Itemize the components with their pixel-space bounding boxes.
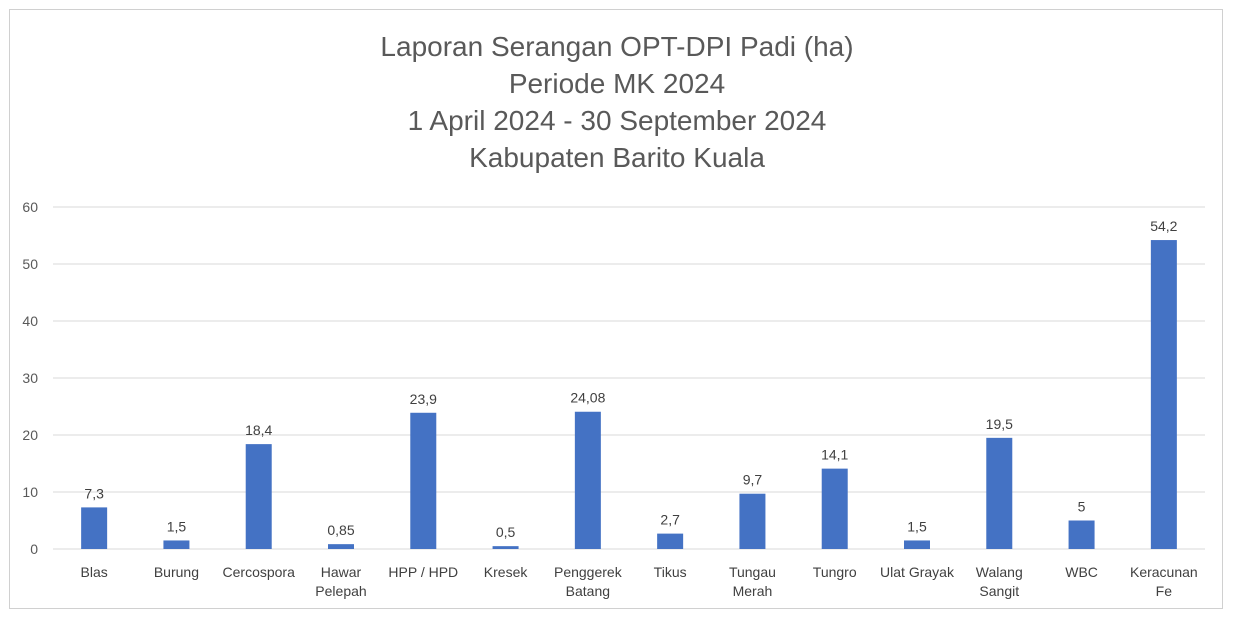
bar: [657, 533, 684, 549]
x-category-label: Tungro: [813, 564, 857, 580]
bar: [81, 507, 108, 549]
x-category-label: WBC: [1065, 564, 1098, 580]
bar: [245, 444, 272, 549]
data-label: 1,5: [907, 518, 927, 534]
data-label: 5: [1078, 499, 1086, 515]
bar: [574, 411, 601, 549]
y-tick-label: 20: [22, 427, 38, 443]
y-tick-label: 40: [22, 313, 38, 329]
chart-area: [9, 9, 1223, 609]
data-label: 19,5: [986, 416, 1013, 432]
chart-title-line-1: Laporan Serangan OPT-DPI Padi (ha): [380, 31, 854, 62]
bar: [821, 468, 848, 549]
data-label: 0,5: [496, 524, 516, 540]
x-category-label: Tungau Merah: [729, 564, 776, 599]
bar: [410, 412, 437, 549]
data-label: 23,9: [410, 391, 437, 407]
bar: [328, 544, 354, 549]
x-category-label: Blas: [81, 564, 108, 580]
data-label: 14,1: [821, 447, 848, 463]
x-category-label: Kresek: [484, 564, 529, 580]
data-label: 1,5: [167, 518, 187, 534]
x-category-label: Cercospora: [223, 564, 296, 580]
chart-title-line-3: 1 April 2024 - 30 September 2024: [407, 105, 827, 136]
bar: [739, 493, 766, 549]
x-category-label: Ulat Grayak: [880, 564, 955, 580]
data-label: 18,4: [245, 422, 272, 438]
y-tick-label: 30: [22, 370, 38, 386]
chart-title: Laporan Serangan OPT-DPI Padi (ha) Perio…: [0, 28, 1234, 176]
x-category-label: Burung: [154, 564, 199, 580]
x-category-label: Walang Sangit: [976, 564, 1023, 599]
x-category-label: Penggerek Batang: [554, 564, 623, 599]
bar: [986, 437, 1013, 549]
x-category-label: HPP / HPD: [388, 564, 458, 580]
data-label: 2,7: [660, 512, 680, 528]
data-label: 24,08: [570, 390, 605, 406]
bar: [1068, 520, 1095, 549]
y-tick-label: 60: [22, 199, 38, 215]
chart-title-line-2: Periode MK 2024: [508, 68, 726, 99]
y-tick-label: 50: [22, 256, 38, 272]
y-tick-label: 10: [22, 484, 38, 500]
bar: [1150, 240, 1177, 549]
y-tick-label: 0: [30, 541, 38, 557]
data-label: 54,2: [1150, 218, 1177, 234]
data-label: 7,3: [84, 485, 104, 501]
data-label: 9,7: [743, 472, 763, 488]
data-label: 0,85: [327, 522, 354, 538]
chart-title-line-4: Kabupaten Barito Kuala: [469, 142, 765, 173]
x-category-label: Keracunan Fe: [1130, 564, 1198, 599]
bar: [904, 540, 930, 549]
bar: [163, 540, 190, 549]
x-category-label: Hawar Pelepah: [315, 564, 366, 599]
bar: [492, 546, 519, 549]
x-category-label: Tikus: [654, 564, 687, 580]
